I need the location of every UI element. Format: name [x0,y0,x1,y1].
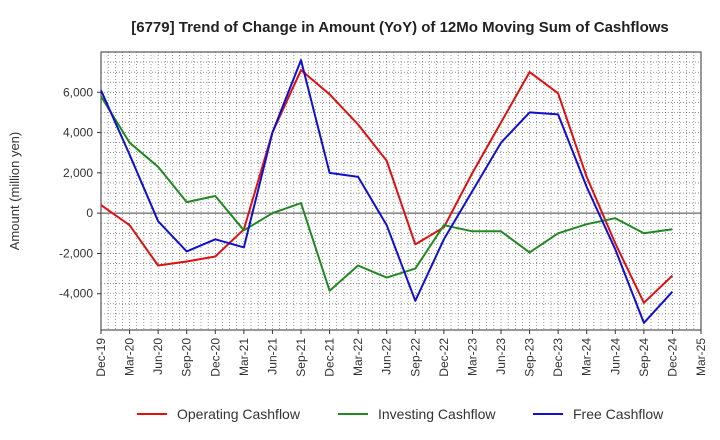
x-tick-label: Dec-22 [437,338,451,377]
x-tick-label: Dec-21 [323,338,337,377]
y-axis-ticks: -4,000 -2,000 0 2,000 4,000 6,000 [59,85,101,301]
x-tick-label: Jun-24 [608,338,622,375]
legend-label: Free Cashflow [573,406,664,422]
x-tick-label: Dec-24 [665,338,679,377]
x-tick-label: Dec-23 [551,338,565,377]
x-tick-label: Mar-22 [351,338,365,376]
x-tick-label: Sep-24 [637,338,651,377]
x-tick-label: Jun-21 [265,338,279,375]
chart-title: [6779] Trend of Change in Amount (YoY) o… [131,19,669,36]
y-axis-label: Amount (million yen) [7,132,22,251]
x-tick-label: Dec-19 [94,338,108,377]
legend: Operating Cashflow Investing Cashflow Free… [137,406,664,422]
x-tick-label: Dec-20 [208,338,222,377]
y-tick-label: 6,000 [63,85,93,99]
x-tick-label: Jun-22 [380,338,394,375]
grid-lines [101,52,701,330]
legend-label: Investing Cashflow [378,406,496,422]
y-tick-label: -2,000 [59,246,93,260]
x-tick-label: Jun-23 [494,338,508,375]
x-tick-label: Mar-23 [465,338,479,376]
y-tick-label: 4,000 [63,126,93,140]
series-line-free-cashflow [100,59,674,324]
x-tick-label: Mar-20 [123,338,137,376]
legend-label: Operating Cashflow [177,406,301,422]
x-tick-label: Jun-20 [151,338,165,375]
x-tick-label: Sep-21 [294,338,308,377]
x-tick-label: Mar-21 [237,338,251,376]
x-tick-label: Mar-24 [580,338,594,376]
x-tick-label: Sep-22 [408,338,422,377]
x-axis-ticks: Dec-19 Mar-20 Jun-20 Sep-20 Dec-20 Mar-21 Jun-… [94,330,708,377]
y-tick-label: 0 [86,206,93,220]
series-line-investing-cashflow [100,95,673,292]
y-tick-label: 2,000 [63,166,93,180]
x-tick-label: Sep-20 [180,338,194,377]
x-tick-label: Mar-25 [694,338,708,376]
series-lines [100,59,674,324]
series-line-operating-cashflow [100,69,674,304]
x-tick-label: Sep-23 [523,338,537,377]
y-tick-label: -4,000 [59,287,93,301]
